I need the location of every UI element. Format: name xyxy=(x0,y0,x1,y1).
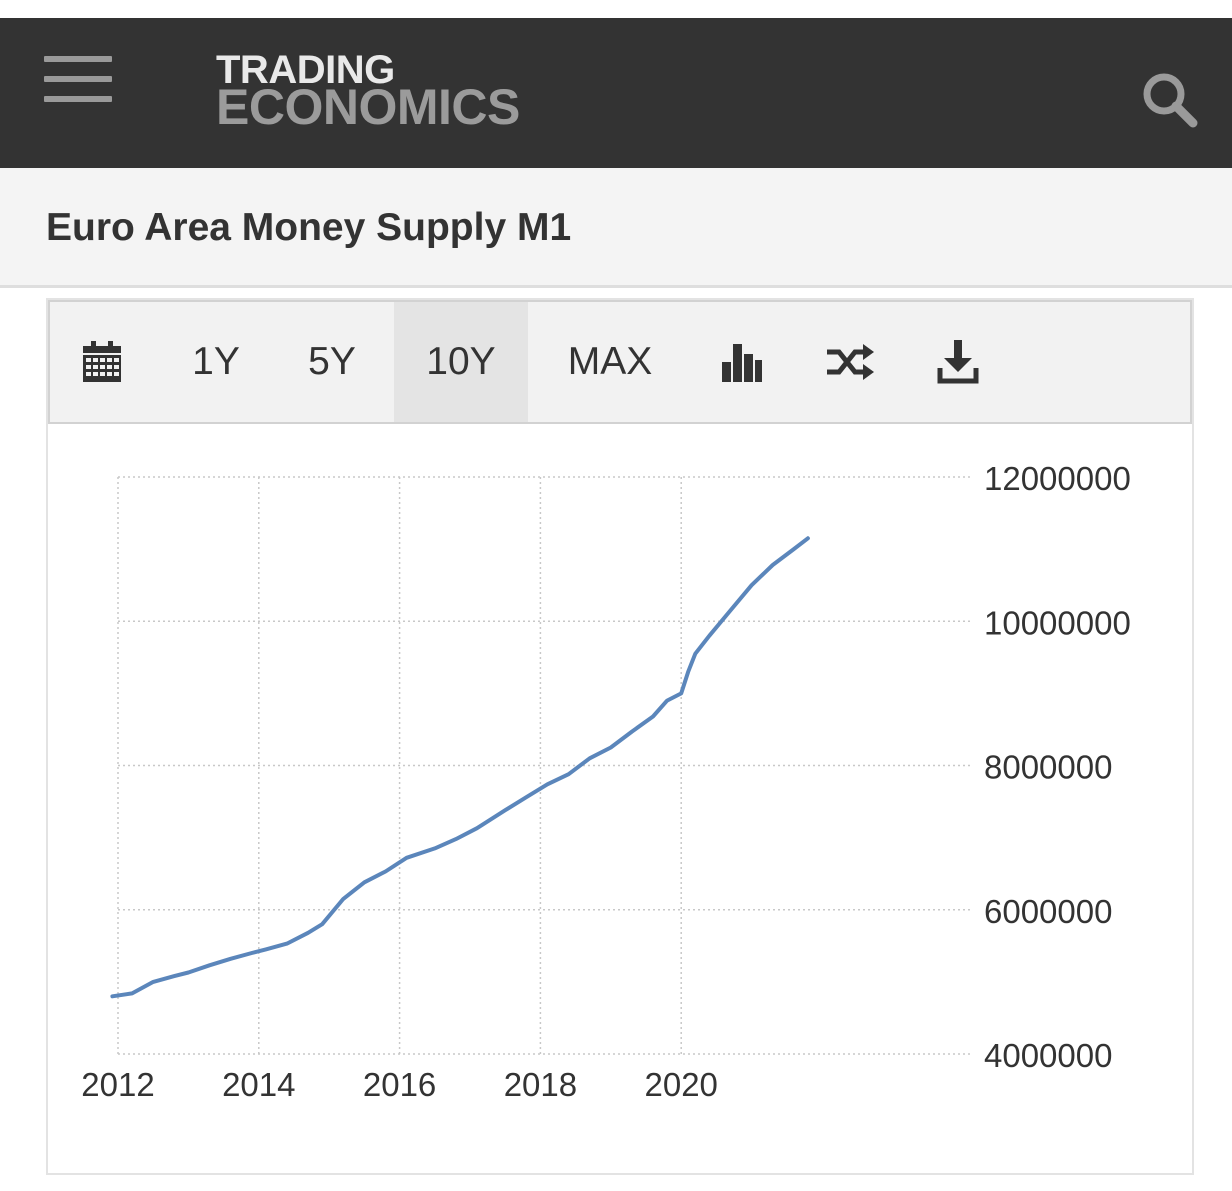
range-max-button[interactable]: MAX xyxy=(567,340,653,383)
logo-line-2: ECONOMICS xyxy=(216,79,520,135)
shuffle-icon[interactable] xyxy=(820,302,880,422)
line-chart: 4000000 6000000 8000000 10000000 12000000 201… xyxy=(81,460,1131,1103)
y-tick-label: 10000000 xyxy=(984,604,1131,641)
range-1y-button[interactable]: 1Y xyxy=(192,340,240,383)
range-10y-button[interactable]: 10Y xyxy=(394,302,528,422)
chart-toolbar: 1Y 5Y 10Y MAX xyxy=(48,300,1192,424)
range-5y-button[interactable]: 5Y xyxy=(308,340,356,383)
chart-card: 1Y 5Y 10Y MAX xyxy=(46,298,1194,1175)
top-navigation-bar: TRADING ECONOMICS xyxy=(0,18,1232,168)
y-tick-label: 8000000 xyxy=(984,749,1112,786)
x-tick-label: 2018 xyxy=(504,1066,577,1103)
page-title: Euro Area Money Supply M1 xyxy=(46,206,572,249)
logo-line-1: TRADING xyxy=(216,48,395,92)
y-tick-label: 6000000 xyxy=(984,893,1112,930)
x-tick-label: 2020 xyxy=(644,1066,717,1103)
search-icon[interactable] xyxy=(1140,70,1200,130)
hamburger-menu-icon[interactable] xyxy=(44,56,112,102)
money-supply-series-line xyxy=(110,536,810,999)
x-tick-label: 2016 xyxy=(363,1066,436,1103)
y-tick-label: 4000000 xyxy=(984,1037,1112,1074)
download-icon[interactable] xyxy=(928,302,988,422)
bar-chart-icon[interactable] xyxy=(712,302,772,422)
x-tick-label: 2014 xyxy=(222,1066,295,1103)
trading-economics-logo[interactable]: TRADING ECONOMICS xyxy=(216,50,520,132)
y-tick-label: 12000000 xyxy=(984,460,1131,497)
calendar-icon[interactable] xyxy=(64,302,140,422)
x-tick-label: 2012 xyxy=(81,1066,154,1103)
title-bar: Euro Area Money Supply M1 xyxy=(0,168,1232,288)
